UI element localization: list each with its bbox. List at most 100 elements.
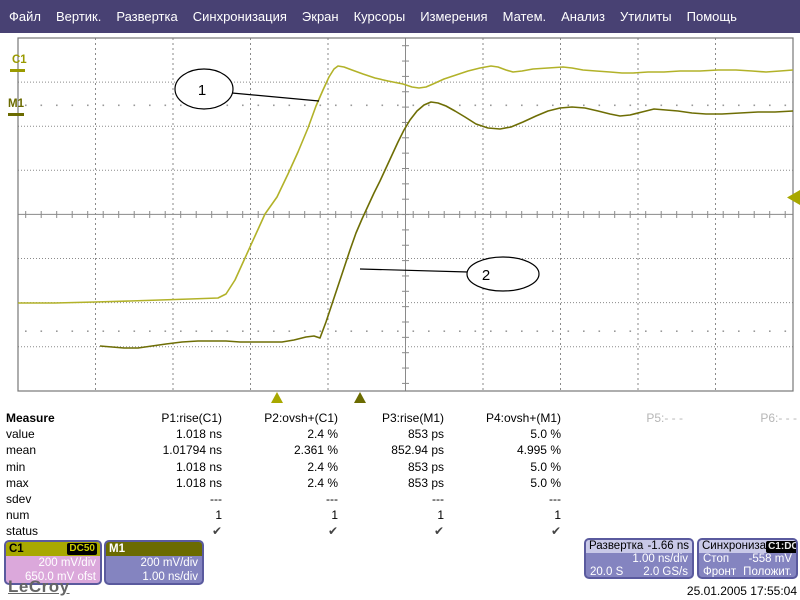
annotation-1: 1: [174, 68, 320, 110]
measure-cell: ---: [432, 492, 444, 506]
measure-row-label: mean: [6, 443, 37, 458]
annotation-label-1: 1: [198, 82, 206, 99]
measure-row: min 1.018 ns 2.4 % 853 ps 5.0 %: [0, 460, 800, 476]
datetime: 25.01.2005 17:55:04: [686, 584, 797, 598]
menu-item-4[interactable]: Синхронизация: [192, 9, 287, 24]
c1-descriptor-name: C1: [9, 543, 24, 555]
measure-row-label: max: [6, 475, 29, 490]
measure-row: sdev --- --- --- ---: [0, 492, 800, 508]
trigger-slope-value: Положит.: [743, 565, 792, 578]
trigger-header: Синхрониза C1:DC: [699, 540, 796, 553]
measure-cell: 2.4 %: [307, 475, 338, 490]
measure-cell: 853 ps: [407, 475, 444, 490]
measure-cell: 852.94 ps: [391, 443, 444, 458]
c1-descriptor-title: C1 DC50: [6, 542, 100, 556]
m1-descriptor-title: M1: [106, 542, 202, 556]
menu-item-7[interactable]: Измерения: [420, 9, 488, 24]
menu-bar: Файл Вертик. Развертка Синхронизация Экран Ку…: [0, 0, 800, 33]
menu-item-6[interactable]: Курсоры: [353, 9, 406, 24]
measure-cell: 1: [331, 508, 338, 523]
m1-descriptor-box[interactable]: M1 200 mV/div 1.00 ns/div: [104, 540, 204, 585]
measure-cell: 1: [437, 508, 444, 523]
trigger-level: -558 mV: [748, 553, 792, 565]
c1-offset-indicator: [10, 69, 25, 72]
horizontal-axis-ticks: [25, 211, 786, 218]
measure-row: value 1.018 ns 2.4 % 853 ps 5.0 %: [0, 427, 800, 443]
measure-row: status ✔ ✔ ✔ ✔: [0, 524, 800, 540]
m1-descriptor-name: M1: [109, 543, 125, 555]
measure-param-header[interactable]: P4:ovsh+(M1): [485, 411, 561, 425]
measure-cell: 2.361 %: [293, 443, 338, 458]
m1-time-per-div: 1.00 ns/div: [142, 571, 198, 583]
timebase-title: Развертка: [589, 540, 644, 552]
lecroy-logo: LeCroy: [8, 577, 70, 596]
menu-item-10[interactable]: Утилиты: [620, 9, 672, 24]
m1-volts-per-div: 200 mV/div: [140, 557, 198, 569]
menu-item-3[interactable]: Развертка: [116, 9, 178, 24]
timebase-box[interactable]: Развертка -1.66 ns 1.00 ns/div 20.0 S 2.…: [584, 538, 694, 579]
trigger-mode: Стоп: [703, 553, 730, 565]
measure-row: max 1.018 ns 2.4 % 853 ps 5.0 %: [0, 476, 800, 492]
measure-cell: ✔: [211, 524, 222, 539]
timebase-delay: -1.66 ns: [647, 540, 689, 552]
trigger-position-marker-c1: [271, 392, 283, 403]
measure-param-header[interactable]: P1:rise(C1): [161, 411, 222, 425]
measure-row: mean 1.01794 ns 2.361 % 852.94 ps 4.995 %: [0, 443, 800, 459]
menu-item-5[interactable]: Экран: [301, 9, 339, 24]
measure-cell: 853 ps: [407, 459, 444, 474]
measure-cell: 1: [554, 508, 561, 523]
vertical-axis-ticks: [402, 45, 409, 384]
measure-cell: ✔: [327, 524, 338, 539]
trigger-source-badge: C1:DC: [766, 540, 796, 553]
measure-row: num 1 1 1 1: [0, 508, 800, 524]
measure-cell: 4.995 %: [516, 443, 561, 458]
trigger-position-marker-m1: [354, 392, 366, 403]
half-division-dot-rows: [25, 104, 787, 332]
timebase-samples: 20.0 S: [590, 565, 624, 578]
measure-cell: ✔: [550, 524, 561, 539]
annotation-label-2: 2: [482, 267, 490, 284]
graticule-border: [17, 37, 794, 392]
measure-param-header[interactable]: P3:rise(M1): [381, 411, 444, 425]
annotation-2: 2: [359, 256, 540, 292]
menu-item-1[interactable]: Файл: [9, 9, 41, 24]
measure-cell: 2.4 %: [307, 459, 338, 474]
measure-row-label: num: [6, 508, 30, 523]
measure-cell: 5.0 %: [530, 459, 561, 474]
measure-row-label: sdev: [6, 492, 32, 506]
trigger-level-marker[interactable]: [787, 190, 800, 205]
menu-item-11[interactable]: Помощь: [686, 9, 737, 24]
measure-cell: ---: [326, 492, 338, 506]
measure-param-header[interactable]: P2:ovsh+(C1): [264, 411, 338, 425]
measure-cell: 2.4 %: [307, 427, 338, 442]
measure-cell: 1.01794 ns: [162, 443, 222, 458]
measure-param-header[interactable]: P5:- - -: [646, 411, 683, 425]
measure-cell: ---: [210, 492, 222, 506]
timebase-header: Развертка -1.66 ns: [586, 540, 692, 553]
measure-cell: 853 ps: [407, 427, 444, 442]
measure-cell: 5.0 %: [530, 475, 561, 490]
timebase-sample-rate: 2.0 GS/s: [643, 565, 688, 578]
measure-cell: 1.018 ns: [175, 475, 222, 490]
menu-item-8[interactable]: Матем.: [502, 9, 547, 24]
measure-row-label: status: [6, 524, 39, 539]
measure-cell: 1.018 ns: [175, 459, 222, 474]
menu-item-9[interactable]: Анализ: [561, 9, 606, 24]
trigger-box[interactable]: Синхрониза C1:DC Стоп -558 mV Фронт Поло…: [697, 538, 798, 579]
annotation-ellipse-1: [174, 68, 234, 110]
measure-cell: 5.0 %: [530, 427, 561, 442]
trigger-title: Синхрониза: [702, 540, 767, 552]
measure-cell: 1: [215, 508, 222, 523]
trigger-slope-label: Фронт: [703, 565, 737, 578]
menu-item-2[interactable]: Вертик.: [55, 9, 102, 24]
measure-row-label: value: [6, 427, 35, 442]
c1-descriptor-box[interactable]: C1 DC50 200 mV/div 650.0 mV ofst: [4, 540, 102, 585]
m1-axis-label: M1: [8, 98, 24, 110]
measure-cell: ✔: [433, 524, 444, 539]
m1-trace: [99, 101, 794, 349]
c1-trace: [18, 65, 794, 304]
measure-param-header[interactable]: P6:- - -: [760, 411, 797, 425]
c1-offset: 650.0 mV ofst: [25, 571, 96, 583]
